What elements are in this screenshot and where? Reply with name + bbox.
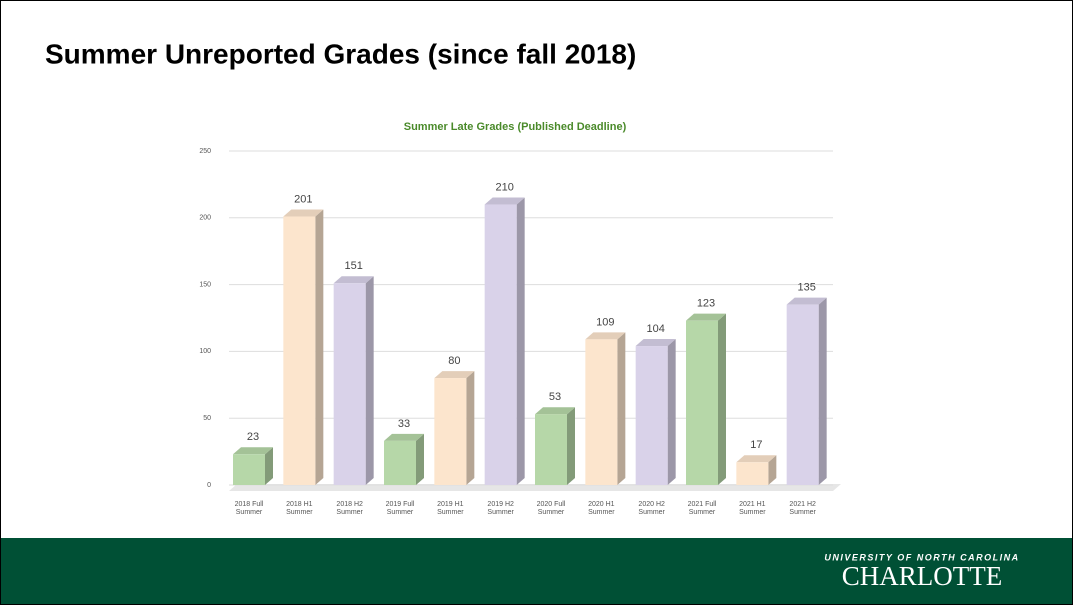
bar-top <box>283 209 324 217</box>
y-tick-label: 50 <box>203 415 211 422</box>
bar-top <box>736 455 777 463</box>
bar-top <box>535 407 575 415</box>
footer-band <box>1 538 1072 604</box>
value-label: 104 <box>646 323 664 335</box>
x-tick-label: 2021 Full Summer <box>687 501 717 516</box>
bar <box>283 216 316 486</box>
y-tick-label: 0 <box>207 482 211 489</box>
x-tick-label: 2020 H2 Summer <box>638 501 665 516</box>
y-tick-label: 200 <box>199 215 211 222</box>
x-tick-label: 2018 H1 Summer <box>286 501 313 516</box>
bar-side <box>315 209 324 486</box>
footer-line1: UNIVERSITY OF NORTH CAROLINA <box>824 552 1019 562</box>
bar-top <box>686 313 726 321</box>
bar <box>535 414 567 485</box>
value-label: 17 <box>750 439 762 451</box>
bar-top <box>635 339 676 347</box>
floor <box>229 484 841 491</box>
x-tick-label: 2021 H1 Summer <box>739 501 766 516</box>
x-tick-label: 2019 H1 Summer <box>437 501 464 516</box>
value-label: 201 <box>294 193 312 205</box>
x-tick-label: 2018 Full Summer <box>234 501 264 516</box>
bar-side <box>466 371 475 485</box>
chart-title: Summer Late Grades (Published Deadline) <box>404 121 627 133</box>
bar-top <box>384 433 424 441</box>
bar-side <box>818 297 827 485</box>
bar-side <box>718 313 726 485</box>
bar-top <box>786 297 827 305</box>
bar-top <box>585 332 626 340</box>
bar-side <box>416 433 424 485</box>
bar-side <box>567 407 575 485</box>
bar <box>736 462 769 485</box>
x-tick-label: 2020 H1 Summer <box>588 501 615 516</box>
bar-top <box>333 276 374 284</box>
bar-side <box>265 447 273 485</box>
value-label: 23 <box>247 431 259 443</box>
footer-line2: CHARLOTTE <box>842 561 1002 591</box>
bar <box>233 454 265 485</box>
bar-side <box>365 276 374 485</box>
x-tick-label: 2020 Full Summer <box>536 501 566 516</box>
bar <box>686 320 718 485</box>
bar <box>384 440 416 485</box>
value-label: 151 <box>344 260 362 272</box>
bar-side <box>768 455 777 485</box>
bar <box>484 204 517 485</box>
bar <box>585 339 618 485</box>
bar <box>434 378 467 485</box>
value-label: 210 <box>495 181 513 193</box>
bar-side <box>516 197 525 485</box>
x-tick-label: 2019 Full Summer <box>385 501 415 516</box>
x-tick-label: 2018 H2 Summer <box>336 501 363 516</box>
value-label: 109 <box>596 316 614 328</box>
bar <box>635 346 668 485</box>
slide-title: Summer Unreported Grades (since fall 201… <box>45 38 636 69</box>
y-tick-label: 250 <box>199 148 211 155</box>
value-label: 53 <box>549 391 561 403</box>
bar-top <box>434 371 475 379</box>
value-label: 33 <box>398 418 410 430</box>
bar <box>786 304 819 485</box>
bar-side <box>617 332 626 485</box>
y-tick-label: 150 <box>199 281 211 288</box>
x-tick-label: 2019 H2 Summer <box>487 501 514 516</box>
bar-top <box>233 447 273 455</box>
value-label: 80 <box>448 355 460 367</box>
value-label: 135 <box>797 282 815 294</box>
value-label: 123 <box>697 298 715 310</box>
y-tick-label: 100 <box>199 348 211 355</box>
bar-side <box>667 339 676 485</box>
bar <box>333 283 366 485</box>
x-tick-label: 2021 H2 Summer <box>789 501 816 516</box>
bar-top <box>484 197 525 205</box>
